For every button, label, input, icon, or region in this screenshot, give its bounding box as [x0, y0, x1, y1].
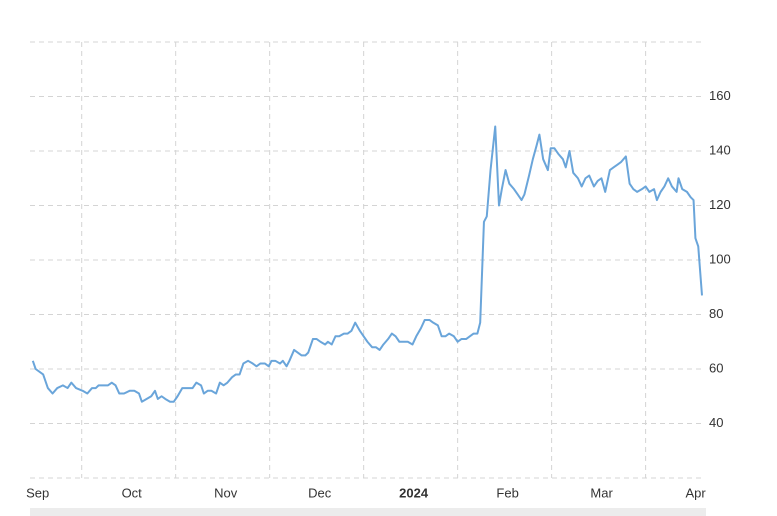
y-tick-label: 120	[709, 197, 731, 212]
x-tick-label: Dec	[308, 485, 332, 500]
y-tick-label: 100	[709, 251, 731, 266]
scrollbar	[30, 508, 706, 516]
x-tick-label: 2024	[399, 485, 429, 500]
y-tick-label: 80	[709, 306, 723, 321]
x-tick-label: Nov	[214, 485, 238, 500]
line	[31, 125, 703, 403]
x-tick-label: Sep	[26, 485, 49, 500]
y-tick-label: 140	[709, 142, 731, 157]
y-tick-label: 60	[709, 360, 723, 375]
x-tick-label: Oct	[122, 485, 143, 500]
y-tick-label: 160	[709, 88, 731, 103]
y-tick-label: 40	[709, 415, 723, 430]
x-tick-label: Feb	[496, 485, 518, 500]
x-tick-label: Mar	[590, 485, 613, 500]
x-tick-label: Apr	[685, 485, 706, 500]
